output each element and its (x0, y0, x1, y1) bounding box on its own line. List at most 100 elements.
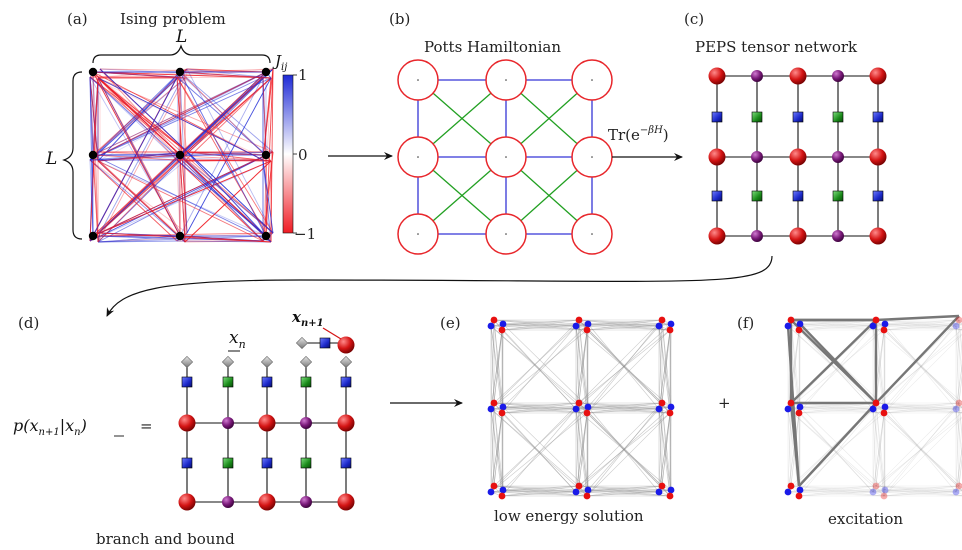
solution-edge (787, 323, 886, 327)
solution-edge (661, 412, 671, 487)
solution-spin (666, 409, 674, 417)
solution-edge (790, 485, 874, 493)
solution-edge (502, 319, 580, 325)
solution-edge (872, 406, 962, 410)
solution-edge (883, 325, 957, 331)
solution-edge (875, 319, 886, 408)
solution-edge (490, 319, 580, 410)
solution-edge (501, 325, 577, 414)
coupling-edge (89, 77, 99, 242)
spin-node (175, 67, 185, 77)
conditional-network (178, 336, 355, 511)
solution-edge (575, 325, 580, 404)
caption-excitation: excitation (828, 510, 903, 528)
bb-column-tensor (300, 376, 312, 388)
solution-edge (501, 408, 577, 414)
panel-a-label: (a) (67, 10, 88, 28)
solution-edge (493, 319, 588, 331)
solution-edge (587, 489, 671, 497)
solution-edge (490, 402, 580, 493)
panel-e-label: (e) (440, 314, 461, 332)
solution-edge (958, 319, 962, 325)
solution-spin (869, 488, 877, 496)
solution-edge (587, 485, 663, 491)
solution-edge (787, 412, 800, 493)
solution-edge (875, 485, 885, 497)
coupling-edge (92, 71, 178, 78)
solution-edge (958, 319, 962, 359)
solution-edge (575, 323, 589, 410)
solution-edge (501, 408, 577, 497)
solution-edge (958, 457, 962, 487)
spin-node (88, 150, 98, 160)
bb-column-tensor (340, 457, 352, 469)
solution-edge (575, 408, 589, 491)
solution-edge (790, 485, 886, 491)
solution-edge (658, 319, 663, 410)
coupling-edge (179, 71, 272, 79)
solution-edge (883, 319, 960, 331)
solution-edge (490, 329, 503, 410)
solution-edge (799, 323, 886, 408)
solution-edge (884, 406, 957, 493)
solution-edge (658, 325, 672, 408)
coupling-edge (92, 154, 186, 243)
bb-column-tensor (181, 376, 193, 388)
solution-edge (790, 485, 885, 497)
solution-edge (787, 329, 885, 410)
solution-edge (578, 323, 589, 404)
solution-edge (493, 485, 588, 497)
peps-bond-tensor (751, 230, 763, 242)
solution-edge (490, 323, 504, 410)
solution-edge (575, 408, 588, 497)
coupling-edge (97, 160, 264, 242)
solution-edge (872, 412, 885, 493)
solution-edge (875, 402, 962, 413)
solution-edge (798, 402, 877, 414)
solution-edge (875, 402, 960, 487)
solution-edge (883, 319, 960, 414)
coupling-edge (97, 154, 267, 243)
solution-edge (578, 319, 671, 414)
dim-top-label: L (175, 27, 187, 47)
coupling-edge (186, 68, 264, 78)
spin-node (261, 150, 271, 160)
solution-edge (661, 402, 672, 491)
solution-edge (958, 402, 962, 408)
solution-edge (493, 329, 503, 404)
solution-edge (575, 406, 589, 493)
solution-edge (501, 485, 580, 497)
solution-spin (872, 316, 880, 324)
solution-edge (872, 489, 886, 493)
solution-edge (578, 485, 660, 493)
solution-edge (490, 408, 588, 497)
solution-edge (586, 402, 663, 414)
solution-edge (798, 323, 801, 414)
solution-edge (883, 412, 962, 492)
solution-edge (883, 412, 960, 487)
solution-edge (578, 319, 589, 408)
solution-edge (501, 406, 504, 497)
coupling-edge (99, 68, 188, 234)
coupling-edge (262, 76, 267, 156)
solution-edge (490, 325, 580, 404)
solution-edge (955, 319, 960, 327)
panel-c-label: (c) (684, 10, 704, 28)
solution-edge (587, 406, 671, 414)
solution-edge (490, 325, 495, 404)
low-energy-panel (487, 316, 675, 500)
solution-spin (952, 488, 960, 496)
solution-edge (502, 406, 588, 414)
solution-spin (955, 316, 962, 324)
solution-edge (883, 402, 960, 414)
peps-site-tensor (789, 148, 807, 166)
solution-spin (869, 322, 877, 330)
bb-column-tensor (300, 457, 312, 469)
solution-edge (875, 485, 962, 496)
solution-edge (883, 323, 886, 414)
solution-edge (872, 485, 960, 493)
solution-edge (586, 329, 589, 408)
coupling-edge (89, 76, 264, 161)
peps-site-tensor (869, 148, 887, 166)
solution-edge (799, 406, 874, 410)
